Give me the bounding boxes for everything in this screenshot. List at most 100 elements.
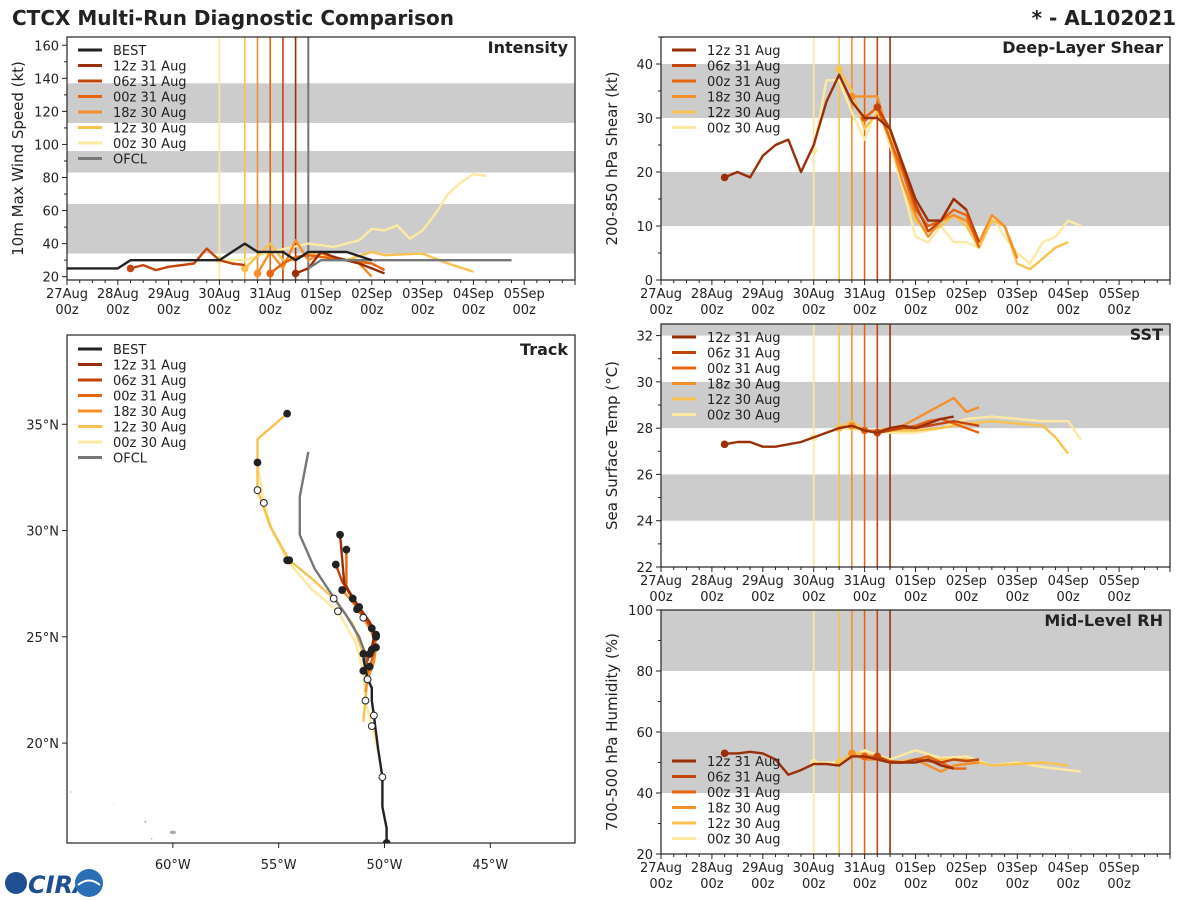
island-0 xyxy=(169,830,177,835)
rh-ytick-label: 60 xyxy=(636,726,653,741)
intensity-ytick-label: 60 xyxy=(42,205,59,220)
sst-ytick-label: 26 xyxy=(636,468,653,483)
rh-ylabel: 700-500 hPa Humidity (%) xyxy=(603,633,621,831)
track-position-marker xyxy=(338,586,347,594)
intensity-series-4-start-dot xyxy=(241,264,249,273)
track-legend-label: OFCL xyxy=(113,452,148,467)
track-position-marker xyxy=(283,409,292,418)
shear-xtick-hour: 00z xyxy=(802,303,826,318)
intensity-legend-label: 12z 31 Aug xyxy=(113,60,187,75)
shear-band-1 xyxy=(661,64,1170,118)
intensity-panel: 27Aug00z28Aug00z29Aug00z30Aug00z31Aug00z… xyxy=(9,36,576,318)
shear-xtick-hour: 00z xyxy=(649,303,673,318)
shear-legend-label: 06z 31 Aug xyxy=(707,60,781,75)
track-position-marker xyxy=(365,662,374,671)
sst-ytick-label: 28 xyxy=(636,422,653,437)
rh-xtick-hour: 00z xyxy=(649,877,673,892)
rh-plot-area xyxy=(661,610,1170,854)
shear-ytick-label: 10 xyxy=(636,220,653,235)
rh-title: Mid-Level RH xyxy=(1044,611,1163,630)
sst-xtick-hour: 00z xyxy=(904,590,928,605)
island-4 xyxy=(113,804,115,806)
shear-ytick-label: 20 xyxy=(636,166,653,181)
rh-band-1 xyxy=(661,610,1170,671)
rh-ytick-label: 100 xyxy=(628,604,653,619)
intensity-legend-label: 18z 30 Aug xyxy=(113,106,187,121)
cira-logo-globe-right xyxy=(75,869,103,897)
track-position-marker xyxy=(372,632,380,641)
shear-series-0-start-dot xyxy=(720,173,729,182)
track-position-marker xyxy=(365,649,374,658)
intensity-xtick-day: 04Sep xyxy=(453,287,494,302)
sst-title: SST xyxy=(1130,325,1163,344)
shear-title: Deep-Layer Shear xyxy=(1002,38,1163,57)
rh-ytick-label: 80 xyxy=(636,665,653,680)
intensity-xtick-hour: 00z xyxy=(259,303,283,318)
rh-ytick-label: 20 xyxy=(636,848,653,863)
intensity-xtick-hour: 00z xyxy=(462,303,486,318)
track-position-marker xyxy=(334,607,342,616)
sst-xtick-day: 27Aug xyxy=(640,574,682,589)
shear-series-4-start-dot xyxy=(835,65,843,74)
track-position-marker xyxy=(367,624,376,633)
track-position-marker xyxy=(342,545,351,554)
track-legend-label: 12z 31 Aug xyxy=(113,359,187,374)
intensity-ofcl-line xyxy=(307,259,512,270)
sst-xtick-day: 02Sep xyxy=(946,574,987,589)
figure-title: CTCX Multi-Run Diagnostic Comparison xyxy=(12,6,454,30)
rh-xtick-hour: 00z xyxy=(904,877,928,892)
track-legend-label: 12z 30 Aug xyxy=(113,421,187,436)
rh-xtick-hour: 00z xyxy=(700,877,724,892)
shear-xtick-hour: 00z xyxy=(904,303,928,318)
sst-panel: 27Aug00z28Aug00z29Aug00z30Aug00z31Aug00z… xyxy=(603,323,1171,605)
track-position-marker xyxy=(359,649,368,658)
shear-xtick-day: 31Aug xyxy=(844,287,886,302)
cira-logo-swoosh xyxy=(77,879,101,886)
shear-xtick-hour: 00z xyxy=(751,303,775,318)
intensity-title: Intensity xyxy=(488,38,569,57)
intensity-band-2 xyxy=(67,83,575,123)
track-position-marker xyxy=(253,486,262,495)
sst-xtick-day: 31Aug xyxy=(844,574,886,589)
intensity-series-5 xyxy=(219,172,487,262)
rh-series-0 xyxy=(724,750,954,776)
rh-legend-label: 18z 30 Aug xyxy=(707,802,781,817)
sst-ylabel: Sea Surface Temp (°C) xyxy=(603,361,621,530)
shear-legend-label: 18z 30 Aug xyxy=(707,91,781,106)
track-position-marker xyxy=(372,643,380,652)
track-ytick-label: 35°N xyxy=(26,418,59,433)
shear-ytick-label: 0 xyxy=(645,274,653,289)
track-ytick-label: 30°N xyxy=(26,525,59,540)
sst-xtick-hour: 00z xyxy=(649,590,673,605)
shear-xtick-day: 30Aug xyxy=(793,287,835,302)
sst-xtick-day: 30Aug xyxy=(793,574,835,589)
rh-xtick-hour: 00z xyxy=(1107,877,1131,892)
intensity-ytick-label: 120 xyxy=(34,105,59,120)
sst-band-2 xyxy=(661,324,1170,336)
shear-legend-label: 00z 30 Aug xyxy=(707,122,781,137)
sst-series-3 xyxy=(851,396,980,432)
sst-series-0-start-dot xyxy=(720,440,729,449)
shear-xtick-hour: 00z xyxy=(700,303,724,318)
rh-xtick-day: 27Aug xyxy=(640,861,682,876)
shear-xtick-hour: 00z xyxy=(1006,303,1030,318)
intensity-band-1 xyxy=(67,151,575,173)
intensity-ytick-label: 20 xyxy=(42,271,59,286)
track-position-marker xyxy=(361,696,370,705)
shear-ytick-label: 30 xyxy=(636,112,653,127)
rh-legend-label: 12z 30 Aug xyxy=(707,817,781,832)
intensity-ytick-label: 140 xyxy=(34,72,59,87)
track-position-marker xyxy=(259,499,268,507)
shear-legend-label: 12z 31 Aug xyxy=(707,44,781,59)
shear-xtick-day: 01Sep xyxy=(895,287,936,302)
rh-xtick-day: 30Aug xyxy=(793,861,835,876)
sst-xtick-hour: 00z xyxy=(700,590,724,605)
rh-series-0-start-dot xyxy=(720,749,729,758)
rh-legend-label: 06z 31 Aug xyxy=(707,771,781,786)
track-xtick-label: 45°W xyxy=(472,858,508,873)
sst-xtick-hour: 00z xyxy=(1057,590,1081,605)
intensity-series-1-start-dot xyxy=(126,264,135,273)
sst-legend-label: 06z 31 Aug xyxy=(707,347,781,362)
shear-xtick-hour: 00z xyxy=(1107,303,1131,318)
